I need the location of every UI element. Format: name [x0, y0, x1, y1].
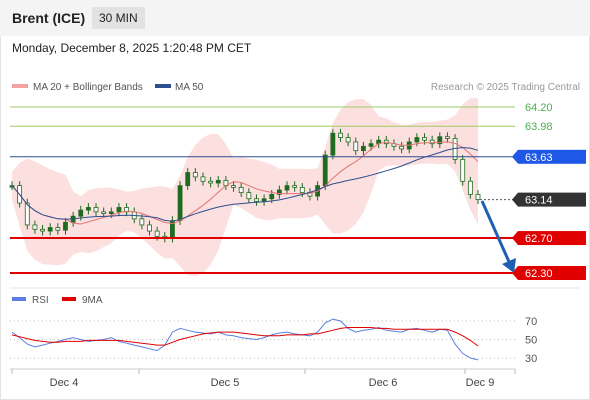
- candle-body: [238, 186, 244, 194]
- candle-body: [78, 209, 84, 217]
- candle-body: [422, 137, 427, 141]
- rsi-level-label-50: 50: [525, 335, 537, 347]
- candle-body: [445, 136, 450, 139]
- candle-body: [399, 145, 405, 150]
- ma20-line: [11, 141, 479, 225]
- candle-body: [116, 207, 122, 213]
- candle-body: [368, 143, 374, 147]
- research-credit: Research © 2025 Trading Central: [431, 82, 580, 93]
- candle-body: [254, 198, 259, 202]
- candle-body: [147, 224, 152, 232]
- x-axis-label: Dec 6: [369, 377, 398, 389]
- candle-body: [139, 218, 145, 226]
- candle-body: [353, 141, 359, 152]
- candle-body: [429, 139, 435, 145]
- level-tag-63.14: [518, 192, 586, 207]
- candle-body: [108, 211, 114, 214]
- x-axis-label: Dec 9: [466, 377, 495, 389]
- candle-body: [475, 193, 481, 201]
- rsi-level-label-30: 30: [525, 353, 537, 365]
- candle-body: [177, 185, 183, 221]
- level-tag-62.70: [518, 231, 586, 246]
- forecast-arrow-head: [502, 258, 516, 273]
- candle-body: [261, 198, 267, 202]
- rsi-level-label-70: 70: [525, 316, 537, 328]
- candle-body: [269, 193, 275, 200]
- candle-body: [63, 221, 68, 231]
- candle-body: [361, 145, 366, 152]
- level-label-63.14: 63.14: [525, 195, 553, 207]
- rsi-legend-label: RSI: [32, 295, 49, 306]
- level-tag-pointer: [512, 231, 518, 246]
- candle-body: [284, 185, 290, 191]
- ma50-legend-swatch: [155, 84, 171, 88]
- candle-body: [185, 172, 191, 187]
- candle-body: [231, 185, 236, 188]
- x-axis-label: Dec 5: [211, 377, 240, 389]
- ma50-line: [11, 147, 479, 222]
- level-label-63.98: 63.98: [525, 121, 553, 133]
- bollinger-band: [12, 98, 478, 277]
- candle-body: [32, 224, 38, 230]
- candle-body: [299, 186, 305, 194]
- level-label-62.30: 62.30: [525, 268, 553, 280]
- candle-body: [345, 137, 351, 143]
- chart-datetime: Monday, December 8, 2025 1:20:48 PM CET: [12, 41, 252, 55]
- level-label-63.63: 63.63: [525, 152, 553, 164]
- candle-body: [330, 132, 336, 156]
- candle-body: [192, 172, 198, 178]
- rsi-ma-line: [11, 327, 479, 347]
- candle-body: [55, 227, 61, 231]
- level-tag-pointer: [512, 149, 518, 164]
- candle-body: [47, 227, 53, 232]
- candle-body: [322, 154, 328, 187]
- candle-body: [437, 136, 443, 145]
- level-tag-63.63: [518, 149, 586, 164]
- rsi-ma-legend-label: 9MA: [82, 295, 103, 306]
- forecast-arrow-shaft: [480, 200, 512, 265]
- candle-body: [215, 179, 221, 184]
- candle-body: [85, 207, 91, 211]
- candle-body: [124, 207, 129, 213]
- timeframe-button[interactable]: 30 MIN: [92, 7, 145, 29]
- candle-body: [200, 176, 206, 182]
- rsi-ma-legend-swatch: [62, 297, 76, 301]
- candle-body: [208, 180, 214, 184]
- candle-body: [276, 189, 282, 195]
- candle-body: [467, 180, 473, 195]
- candle-body: [292, 185, 298, 188]
- candle-body: [101, 211, 107, 214]
- level-label-62.70: 62.70: [525, 233, 553, 245]
- x-axis-label: Dec 4: [50, 377, 79, 389]
- rsi-line: [11, 318, 479, 361]
- candle-body: [460, 159, 466, 182]
- ma20-legend-swatch: [12, 84, 28, 88]
- candle-body: [246, 192, 252, 200]
- level-label-64.20: 64.20: [525, 102, 553, 114]
- ma50-legend-label: MA 50: [175, 82, 204, 93]
- ma20-legend-label: MA 20 + Bollinger Bands: [33, 82, 143, 93]
- candle-body: [154, 230, 160, 237]
- candle-body: [93, 207, 99, 213]
- candle-body: [414, 137, 420, 143]
- candle-body: [338, 132, 343, 138]
- level-tag-pointer: [512, 266, 518, 280]
- level-tag-62.30: [518, 266, 586, 280]
- instrument-name: Brent (ICE): [12, 10, 86, 26]
- rsi-legend-swatch: [12, 297, 26, 301]
- candle-body: [24, 202, 30, 226]
- candle-body: [40, 228, 45, 232]
- level-tag-pointer: [512, 192, 518, 207]
